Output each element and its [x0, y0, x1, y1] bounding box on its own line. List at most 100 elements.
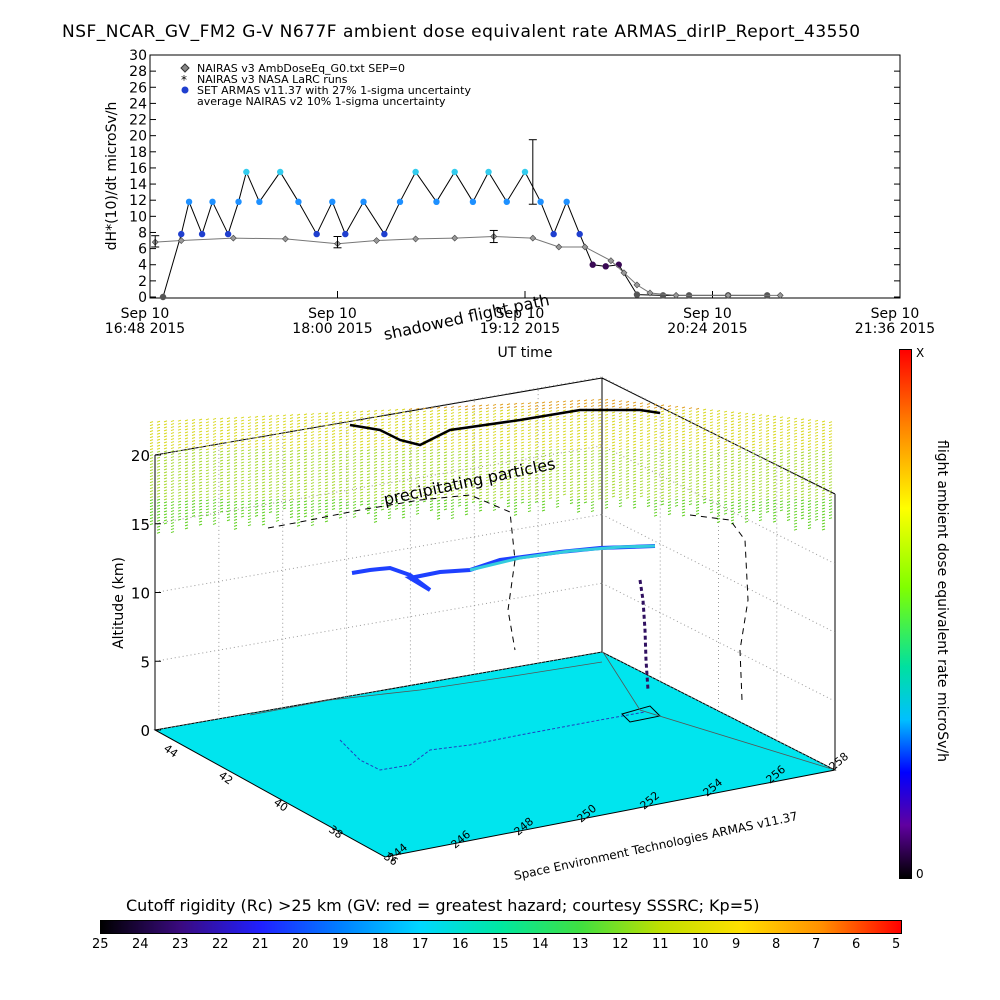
- curtain-dash: [401, 432, 406, 435]
- curtain-dash: [681, 448, 686, 451]
- curtain-dash: [394, 456, 399, 459]
- curtain-dash: [401, 498, 406, 501]
- curtain-dash: [429, 452, 434, 455]
- curtain-dash: [639, 444, 644, 447]
- curtain-dash: [289, 444, 294, 447]
- curtain-dash: [576, 507, 581, 510]
- curtain-dash: [464, 432, 469, 435]
- curtain-dash: [632, 482, 637, 485]
- curtain-dash: [646, 427, 651, 429]
- x-tick-label: 19:12 2015: [480, 321, 560, 337]
- curtain-dash: [541, 431, 546, 434]
- curtain-dash: [499, 481, 504, 484]
- curtain-dash: [653, 403, 658, 406]
- curtain-dash: [422, 413, 427, 416]
- curtain-dash: [261, 499, 266, 502]
- curtain-dash: [541, 401, 546, 404]
- curtain-dash: [604, 434, 609, 437]
- curtain-dash: [513, 513, 518, 516]
- precipitating-particles-label: precipitating particles: [382, 454, 557, 509]
- curtain-dash: [226, 471, 231, 474]
- curtain-dash: [800, 418, 805, 421]
- curtain-dash: [296, 515, 301, 518]
- curtain-dash: [793, 429, 798, 432]
- curtain-dash: [520, 420, 525, 423]
- curtain-dash: [569, 496, 574, 499]
- curtain-dash: [233, 521, 238, 524]
- curtain-dash: [226, 453, 231, 456]
- curtain-dash: [723, 512, 728, 515]
- curtain-dash: [191, 482, 196, 484]
- curtain-dash: [233, 419, 238, 422]
- curtain-dash: [492, 454, 497, 457]
- curtain-dash: [779, 452, 784, 455]
- curtain-dash: [170, 510, 175, 513]
- curtain-dash: [744, 442, 749, 445]
- curtain-dash: [667, 450, 672, 453]
- curtain-dash: [450, 517, 455, 520]
- shadowed-flight-path: [349, 408, 661, 447]
- curtain-dash: [730, 432, 735, 435]
- curtain-dash: [716, 443, 721, 445]
- curtain-dash: [772, 481, 777, 484]
- curtain-dash: [723, 440, 728, 443]
- curtain-dash: [240, 515, 245, 518]
- curtain-dash: [261, 427, 266, 430]
- curtain-dash: [394, 459, 399, 462]
- curtain-dash: [597, 488, 602, 491]
- colorbar-tick-label: 9: [732, 937, 741, 952]
- nairas-v3-point: [724, 291, 732, 299]
- curtain-dash: [555, 481, 560, 484]
- curtain-dash: [513, 441, 518, 444]
- curtain-dash: [492, 427, 497, 430]
- curtain-dash: [485, 440, 490, 443]
- curtain-dash: [793, 438, 798, 441]
- curtain-dash: [450, 433, 455, 436]
- curtain-dash: [828, 445, 833, 448]
- curtain-dash: [765, 495, 770, 498]
- curtain-dash: [324, 445, 329, 448]
- curtain-dash: [380, 469, 385, 472]
- curtain-dash: [730, 510, 735, 513]
- curtain-dash: [317, 448, 322, 451]
- curtain-dash: [506, 460, 511, 463]
- curtain-dash: [359, 470, 364, 473]
- curtain-dash: [590, 468, 595, 471]
- curtain-dash: [233, 440, 238, 443]
- curtain-dash: [674, 492, 679, 495]
- curtain-dash: [814, 473, 819, 476]
- curtain-dash: [261, 493, 266, 496]
- curtain-dash: [387, 415, 392, 418]
- curtain-dash: [177, 479, 182, 482]
- curtain-dash: [730, 420, 735, 423]
- curtain-dash: [324, 463, 329, 466]
- curtain-dash: [359, 431, 364, 434]
- curtain-dash: [275, 474, 280, 477]
- curtain-dash: [261, 502, 266, 505]
- curtain-dash: [247, 461, 252, 464]
- curtain-dash: [457, 450, 462, 453]
- curtain-dash: [569, 406, 574, 409]
- curtain-dash: [807, 470, 812, 473]
- curtain-dash: [338, 489, 343, 492]
- curtain-dash: [324, 436, 329, 439]
- curtain-dash: [513, 504, 518, 507]
- curtain-dash: [296, 479, 301, 482]
- curtain-dash: [786, 495, 791, 497]
- curtain-dash: [310, 491, 315, 494]
- curtain-dash: [240, 452, 245, 455]
- curtain-dash: [611, 477, 616, 480]
- curtain-dash: [758, 519, 763, 522]
- curtain-dash: [807, 446, 812, 449]
- curtain-dash: [583, 462, 588, 465]
- curtain-dash: [401, 414, 406, 417]
- curtain-dash: [254, 463, 259, 466]
- curtain-dash: [492, 415, 497, 418]
- curtain-dash: [737, 463, 742, 466]
- curtain-dash: [751, 467, 756, 470]
- curtain-dash: [254, 475, 259, 478]
- curtain-dash: [681, 487, 686, 490]
- curtain-dash: [751, 461, 756, 464]
- curtain-dash: [667, 468, 672, 471]
- curtain-dash: [226, 444, 231, 447]
